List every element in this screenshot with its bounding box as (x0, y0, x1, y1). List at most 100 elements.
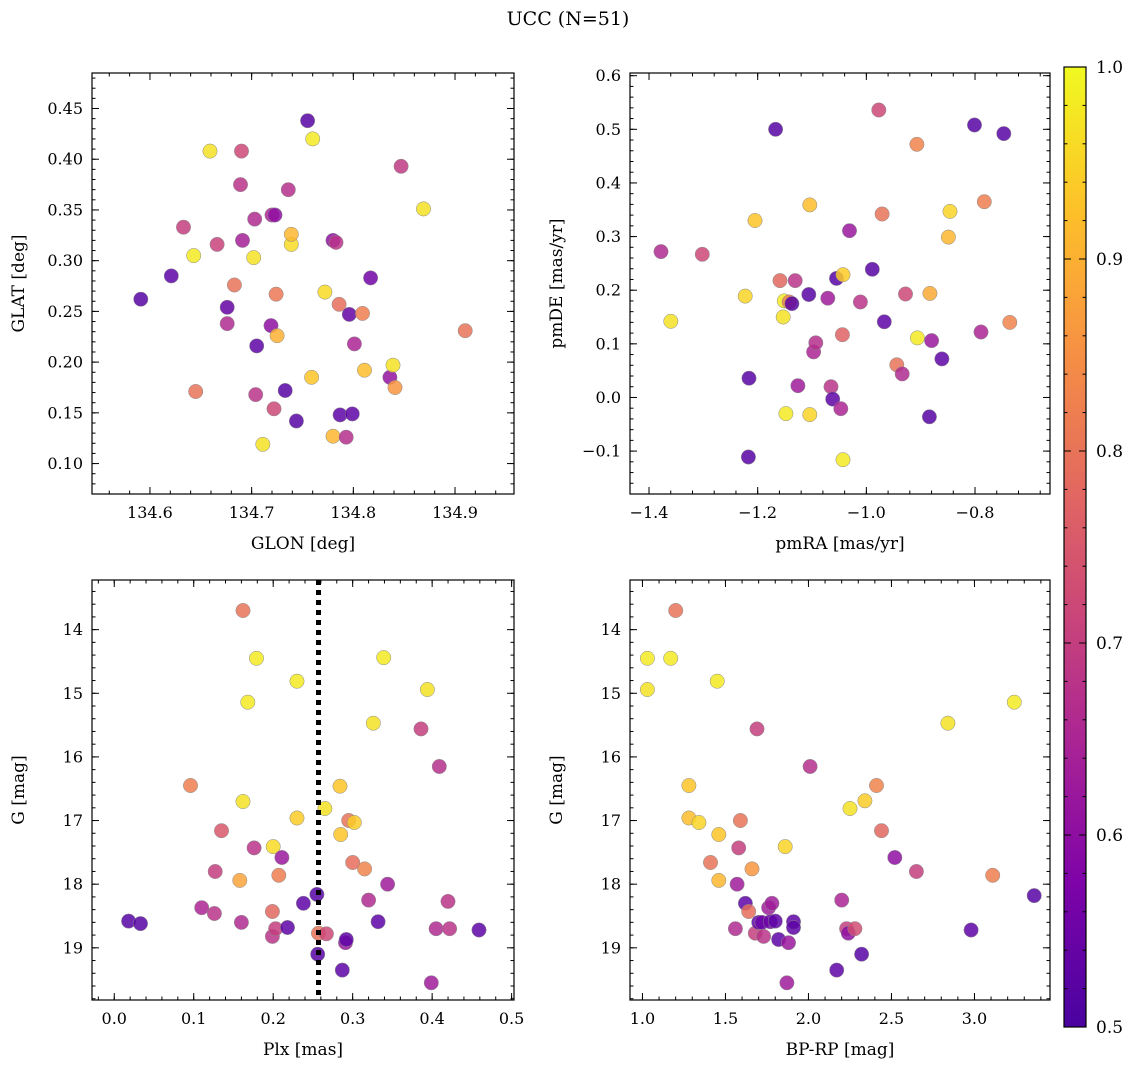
data-point (471, 922, 487, 938)
data-point (663, 313, 679, 329)
data-point (768, 121, 784, 137)
data-point (289, 673, 305, 689)
data-point (777, 839, 793, 855)
y-tick-label: 16 (63, 747, 83, 766)
data-point (361, 892, 377, 908)
x-tick-label: 0.5 (499, 1009, 524, 1028)
data-point (842, 223, 857, 239)
data-point (393, 158, 409, 174)
scatter-points (133, 113, 473, 452)
y-tick-label: 16 (601, 747, 621, 766)
y-tick-label: 18 (601, 875, 621, 894)
y-tick-label: 17 (601, 811, 621, 830)
panel-1: 134.6 134.7 134.8 134.9 0.10 0.15 0.20 0.25 0.30… (9, 72, 515, 554)
data-point (207, 864, 223, 879)
data-point (209, 236, 225, 252)
data-point (344, 406, 360, 422)
data-point (834, 892, 850, 908)
data-point (857, 793, 873, 809)
data-point (219, 299, 235, 315)
data-point (737, 288, 753, 304)
x-tick-label: −1.4 (630, 503, 669, 522)
data-point (376, 650, 392, 666)
data-point (908, 864, 924, 879)
x-tick-label: 0.4 (419, 1009, 444, 1028)
data-point (277, 383, 293, 398)
panel-2: −1.4 −1.2 −1.0 −0.8 −0.1 0.0 0.1 0.2 0.3 0.4 0.5 0.… (547, 66, 1051, 554)
data-point (194, 900, 210, 916)
data-point (741, 370, 757, 386)
x-tick-label: 134.9 (432, 503, 478, 522)
y-tick-label: 0.4 (596, 173, 621, 192)
x-axis-label: Plx [mas] (263, 1040, 343, 1060)
data-point (423, 975, 439, 991)
data-point (852, 294, 868, 310)
colorbar-frame (1063, 66, 1087, 1028)
data-point (317, 284, 333, 300)
data-point (772, 273, 788, 289)
data-point (317, 801, 333, 816)
data-point (764, 895, 780, 911)
data-point (214, 823, 229, 839)
y-tick-label: 0.10 (47, 454, 83, 473)
y-tick-label: 0.30 (47, 251, 83, 270)
colorbar-gradient (1064, 67, 1086, 1027)
data-point (365, 715, 381, 731)
y-axis-label: pmDE [mas/yr] (547, 218, 567, 348)
axes-frame (91, 72, 515, 495)
data-point (325, 428, 341, 444)
data-point (985, 867, 1001, 883)
data-point (691, 815, 707, 830)
data-point (924, 333, 940, 349)
y-axis-label: G [mag] (9, 755, 29, 824)
data-point (338, 932, 354, 947)
y-tick-label: 0.1 (596, 334, 621, 353)
data-point (338, 429, 354, 445)
y-tick-label: 0.5 (596, 120, 621, 139)
data-point (781, 935, 796, 951)
axes-frame (91, 579, 515, 1001)
x-axis-label: GLON [deg] (251, 534, 355, 554)
data-point (345, 855, 361, 870)
data-point (834, 327, 850, 343)
y-tick-label: 0.0 (596, 388, 621, 407)
data-point (333, 827, 349, 842)
y-axis-label: GLAT [deg] (9, 234, 29, 332)
data-point (269, 328, 285, 344)
data-point (668, 603, 684, 618)
data-point (778, 406, 794, 422)
data-point (823, 379, 839, 395)
data-point (741, 904, 757, 919)
data-point (749, 721, 765, 737)
data-point (847, 921, 863, 937)
y-tick-label: 0.45 (47, 99, 83, 118)
colorbar-tick-label: 0.9 (1096, 250, 1123, 270)
figure-title: UCC (N=51) (506, 8, 630, 30)
data-point (248, 387, 264, 403)
axes-frame (629, 579, 1051, 1001)
x-tick-label: 134.7 (229, 503, 275, 522)
data-point (247, 211, 263, 227)
data-point (973, 324, 989, 340)
data-point (440, 893, 456, 909)
data-point (681, 778, 697, 793)
data-point (442, 921, 458, 937)
data-point (825, 391, 841, 407)
data-point (233, 914, 249, 930)
data-point (887, 850, 903, 865)
colorbar-tick-label: 0.7 (1096, 634, 1123, 654)
y-axis-label: G [mag] (547, 755, 567, 824)
data-point (419, 682, 435, 697)
data-point (942, 203, 958, 219)
y-tick-label: 17 (63, 811, 83, 830)
data-point (283, 226, 299, 242)
y-tick-label: 19 (63, 938, 83, 957)
y-tick-label: 14 (601, 620, 621, 639)
data-point (703, 855, 718, 870)
data-point (876, 314, 892, 330)
y-tick-label: 0.35 (47, 200, 83, 219)
data-point (457, 323, 473, 339)
data-point (265, 839, 281, 855)
data-point (835, 452, 851, 468)
